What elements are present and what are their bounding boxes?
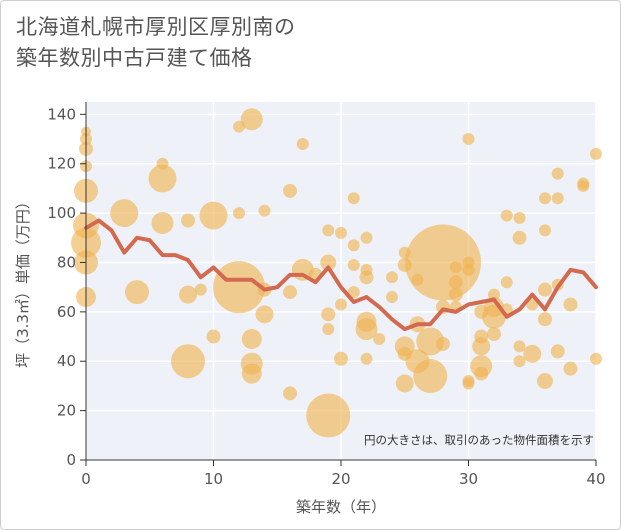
bubble-point [359,270,374,285]
bubble-point [335,298,347,311]
bubble-point [347,239,360,252]
bubble-point [436,336,450,351]
y-tick-label: 40 [57,352,76,370]
x-tick-label: 30 [459,470,478,488]
bubble-point [500,209,513,222]
bubble-point [206,329,221,344]
bubble-point [322,224,335,237]
bubble-point [500,276,513,289]
bubble-point [550,344,565,359]
bubble-point [551,167,564,180]
bubble-point [539,224,551,237]
bubble-point [322,323,335,336]
bubble-point [462,263,475,276]
bubble-point [213,261,265,314]
x-axis-title: 築年数（年） [296,498,386,516]
bubble-point [360,231,373,244]
bubble-point [283,386,297,401]
x-tick-label: 10 [204,470,223,488]
bubble-point [551,192,564,205]
bubble-point [448,275,463,290]
bubble-point [179,285,197,304]
x-tick-label: 20 [331,470,350,488]
bubble-series [71,108,602,438]
bubble-point [240,108,263,131]
bubble-point [171,344,205,379]
bubble-point [448,287,463,302]
axes: 0 10 20 30 40 0 20 40 60 80 100 120 140 [47,102,606,488]
bubble-point [194,283,207,296]
bubble-point [416,327,445,356]
bubble-point [449,261,462,274]
bubble-point [563,297,578,312]
bubble-point [181,213,195,228]
bubble-point [563,361,578,376]
bubble-point [487,327,501,342]
bubble-point [462,377,475,390]
bubble-point [513,355,526,368]
chart-title-line1: 北海道札幌市厚別区厚別南の [16,15,296,39]
bubble-point [347,258,360,271]
bubble-point [512,230,527,245]
y-tick-label: 0 [66,451,76,469]
chart-title-line2: 築年数別中古戸建て価格 [16,46,253,70]
bubble-point [474,366,489,381]
bubble-point [472,337,491,356]
bubble-point [241,363,262,384]
bubble-point [538,312,552,327]
size-note: 円の大きさは、取引のあった物件面積を示す [364,433,594,447]
bubble-point [590,352,602,365]
bubble-point [233,207,245,220]
bubble-point [539,192,551,205]
bubble-point [296,137,309,150]
bubble-point [258,204,271,217]
bubble-point [241,329,262,350]
y-tick-label: 100 [47,204,76,222]
bubble-point [306,393,351,438]
bubble-point [347,286,360,299]
bubble-point [355,318,378,341]
bubble-point [255,305,274,324]
bubble-point [462,133,475,146]
bubble-point [386,291,398,304]
bubble-point [335,226,347,239]
y-axis-title: 坪（3.3㎡）単価（万円） [14,194,32,368]
x-tick-label: 40 [586,470,605,488]
y-tick-label: 20 [57,402,76,420]
chart-title: 北海道札幌市厚別区厚別南の 築年数別中古戸建て価格 [16,12,296,74]
bubble-point [513,212,526,225]
bubble-point [199,201,228,230]
bubble-point [577,179,590,192]
bubble-point [151,211,174,234]
bubble-point [413,359,448,394]
bubble-point [347,192,360,205]
y-tick-label: 60 [57,303,76,321]
y-tick-label: 140 [47,105,76,123]
bubble-point [373,333,386,346]
bubble-point [110,199,139,228]
bubble-point [386,271,398,284]
bubble-point [283,183,297,198]
bubble-point [523,344,542,363]
bubble-point [320,254,337,271]
bubble-point [590,147,602,160]
bubble-point [395,374,414,393]
trend-line [84,218,598,332]
bubble-point [283,285,297,300]
y-tick-label: 80 [57,253,76,271]
bubble-point [526,298,539,311]
bubble-point [148,164,177,193]
bubble-point [537,372,553,389]
bubble-point [538,282,552,297]
bubble-point [125,280,149,305]
y-tick-label: 120 [47,155,76,173]
bubble-point [513,340,526,353]
bubble-point [360,352,373,365]
x-tick-label: 0 [81,470,91,488]
bubble-point [334,351,348,366]
bubble-point [321,307,336,322]
